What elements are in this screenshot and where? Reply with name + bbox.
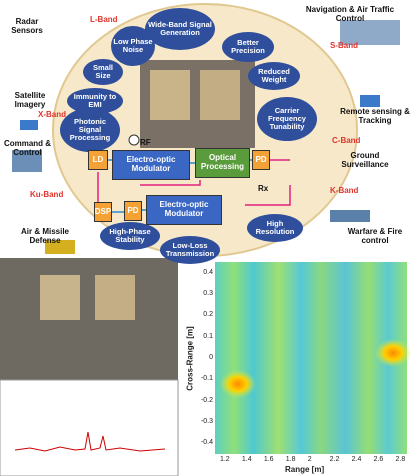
block: PD [252,150,270,170]
airport-icon [340,20,400,45]
benefit-bubble: High Resolution [247,214,303,242]
heatmap [215,262,407,454]
ship-icon [330,210,370,222]
y-tick-label: -0.3 [200,418,213,425]
antenna [95,275,135,320]
application-label: Command & Control [3,139,52,157]
setup-photo [0,258,178,380]
vehicle-icon [45,240,75,254]
y-tick-label: 0.2 [203,311,213,319]
y-tick-label: 0.4 [203,268,213,276]
application-label: Satellite Imagery [14,91,46,109]
x-tick-label: 2.4 [351,456,362,463]
target-spot [220,370,256,398]
y-tick-label: 0.3 [203,290,213,297]
block: Electro-optic Modulator [146,195,222,225]
application-label: Radar Sensors [11,17,43,35]
x-tick-label: 1.2 [219,456,230,463]
band-label: C-Band [332,136,361,145]
x-tick-label: 2.8 [395,456,406,463]
antenna [200,70,240,120]
application-label: Ground Surveillance [341,151,389,169]
x-tick-label: 1.8 [285,456,296,463]
antenna [150,70,190,120]
x-axis-label: Range [m] [285,465,325,474]
x-tick-label: 2.2 [329,456,340,463]
signal-label: Rx [258,184,269,193]
satellite-icon [20,120,38,130]
block: DSP [94,202,112,222]
x-tick-label: 2.6 [373,456,384,463]
control-icon [12,150,42,172]
target-spot [375,339,411,367]
y-tick-label: -0.4 [200,439,213,447]
benefit-bubble: Reduced Weight [248,62,300,90]
band-label: K-Band [330,186,359,195]
benefit-bubble: Photonic Signal Processing [60,108,120,152]
block: Electro-optic Modulator [112,150,190,180]
block: PD [124,201,142,221]
y-tick-label: 0 [209,354,213,361]
band-label: S-Band [330,41,358,50]
antenna [40,275,80,320]
application-label: Warfare & Fire control [347,227,403,245]
benefit-bubble: Low Phase Noise [111,26,155,66]
spectrum-trace [14,431,166,452]
x-tick-label: 1.4 [241,456,252,463]
y-tick-label: -0.2 [200,396,213,404]
x-tick-label: 2 [307,456,312,463]
block: Optical Processing [195,148,250,178]
band-label: X-Band [38,110,66,119]
band-label: Ku-Band [30,190,64,199]
signal-label: RF [140,138,151,147]
satellite-icon [360,95,380,107]
y-axis-label: Cross-Range [m] [185,326,195,391]
x-tick-label: 1.6 [263,456,274,463]
benefit-bubble: Carrier Frequency Tunability [257,97,317,141]
y-tick-label: -0.1 [200,375,213,383]
fiber-lines [108,159,252,213]
benefit-bubble: Low-Loss Transmission [160,236,220,264]
block: LD [88,150,108,170]
y-tick-label: 0.1 [203,332,213,340]
benefit-bubble: High-Phase Stability [100,222,160,250]
spectrum-plot [0,379,179,476]
band-label: L-Band [90,15,118,24]
benefit-bubble: Small Size [83,59,123,85]
application-label: Navigation & Air Traffic Control [305,5,395,23]
rf-source [128,134,140,146]
application-label: Air & Missile Defense [20,227,69,245]
benefit-bubble: Wide-Band Signal Generation [145,8,215,50]
benefit-bubble: Better Precision [222,32,274,62]
application-label: Remote sensing & Tracking [340,107,410,125]
